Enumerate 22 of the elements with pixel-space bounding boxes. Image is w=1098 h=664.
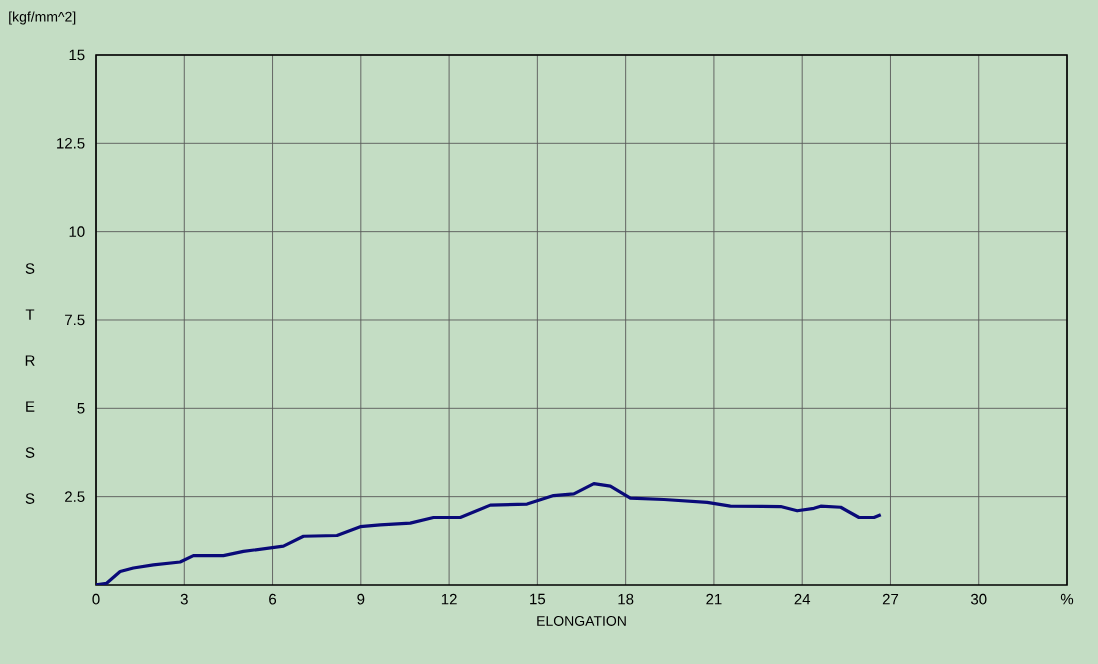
- line-series: [96, 481, 883, 585]
- y-tick-label: 7.5: [65, 314, 85, 326]
- y-tick-label: 10: [69, 226, 85, 237]
- x-tick-label: 9: [357, 593, 365, 605]
- x-tick-label: 3: [180, 593, 188, 605]
- y-tick-label: 15: [69, 49, 85, 61]
- text: [kgf/mm^2]: [9, 11, 76, 25]
- x-axis-title: ELONGATION: [537, 616, 626, 626]
- x-tick-label: 27: [882, 593, 899, 605]
- y-tick-label: 12.5: [57, 138, 85, 149]
- y-tick-label: 5: [77, 403, 85, 414]
- text: STRESS: [25, 263, 35, 504]
- x-tick-label: 21: [706, 593, 722, 605]
- x-tick-label: 15: [530, 593, 546, 605]
- x-tick-label: 30: [970, 593, 987, 605]
- x-tick-label: %: [1060, 593, 1074, 605]
- x-tick-label: 24: [794, 593, 811, 605]
- x-tick-label: 0: [92, 593, 100, 605]
- x-tick-label: 6: [269, 593, 277, 605]
- y-tick-label: 2.5: [65, 491, 85, 502]
- x-tick-label: 18: [618, 593, 634, 605]
- x-tick-label: 12: [441, 593, 457, 605]
